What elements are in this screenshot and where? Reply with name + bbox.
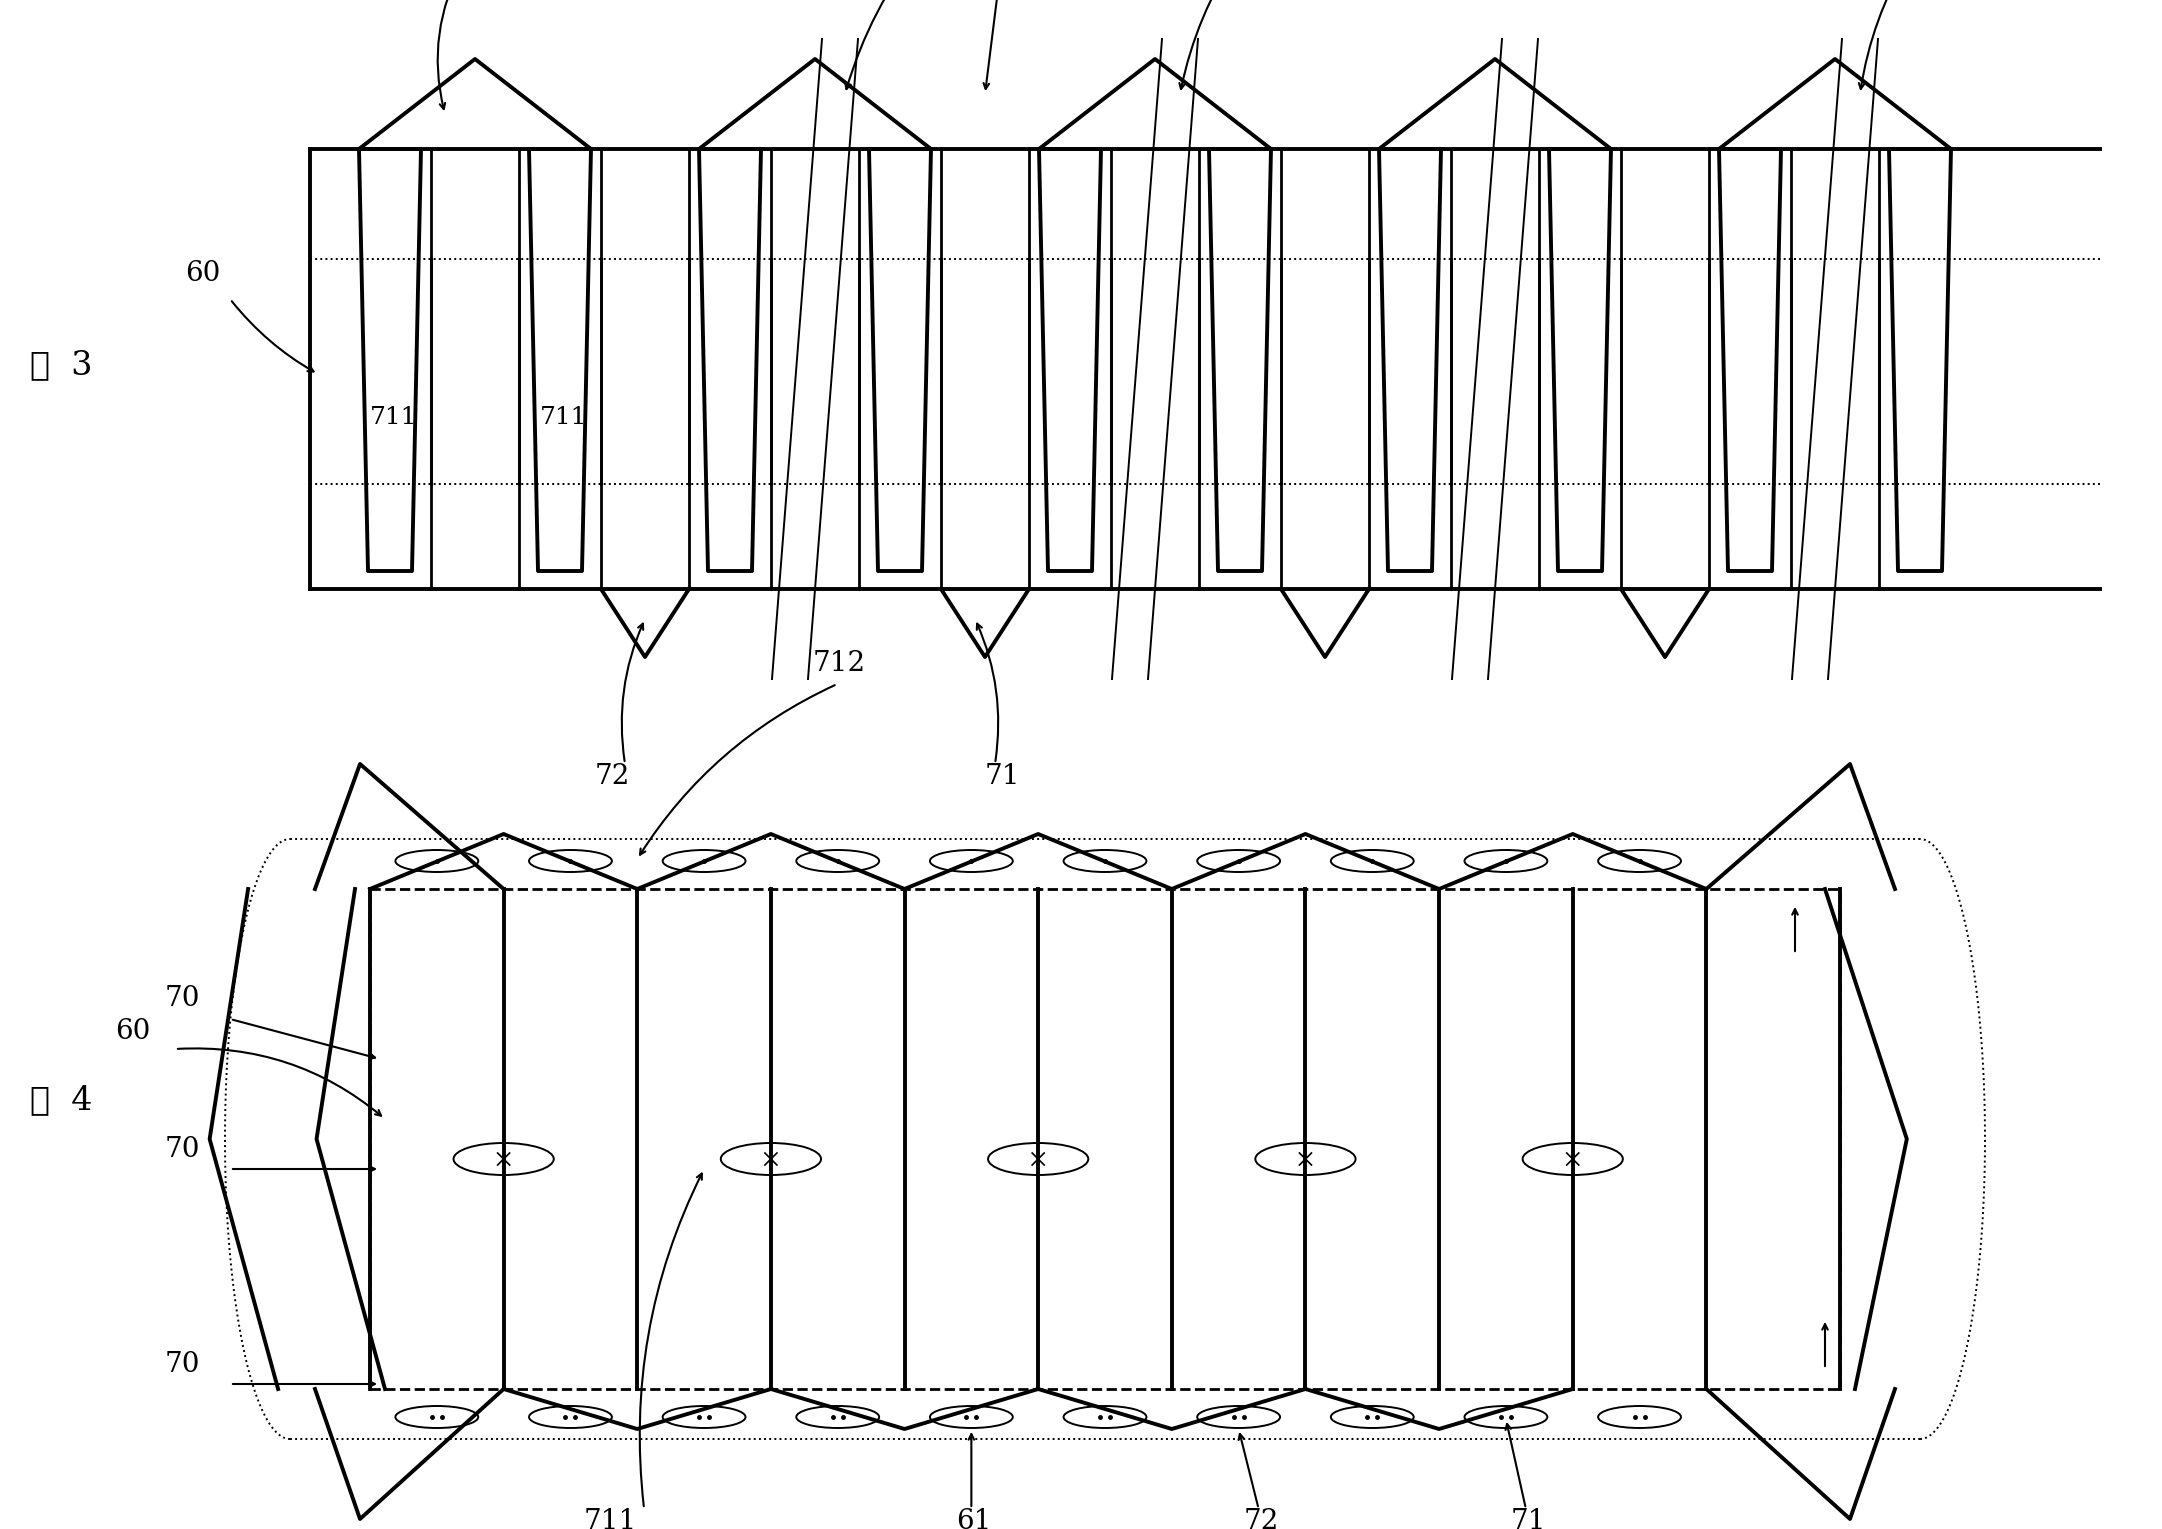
- Ellipse shape: [1198, 850, 1280, 872]
- Ellipse shape: [1522, 1144, 1624, 1174]
- Ellipse shape: [396, 1407, 478, 1428]
- Ellipse shape: [796, 850, 880, 872]
- Ellipse shape: [930, 850, 1012, 872]
- Text: 71: 71: [1511, 1508, 1546, 1529]
- Text: 61: 61: [956, 1508, 992, 1529]
- Text: 70: 70: [164, 1136, 201, 1164]
- Ellipse shape: [664, 850, 746, 872]
- Ellipse shape: [1332, 850, 1414, 872]
- Text: 图  4: 图 4: [30, 1084, 93, 1116]
- Ellipse shape: [1598, 1407, 1682, 1428]
- Ellipse shape: [720, 1144, 822, 1174]
- Ellipse shape: [530, 1407, 612, 1428]
- Text: 72: 72: [1243, 1508, 1280, 1529]
- Ellipse shape: [988, 1144, 1087, 1174]
- Text: 711: 711: [584, 1508, 638, 1529]
- Ellipse shape: [1464, 1407, 1548, 1428]
- Ellipse shape: [664, 1407, 746, 1428]
- Ellipse shape: [1256, 1144, 1356, 1174]
- Ellipse shape: [1198, 1407, 1280, 1428]
- Ellipse shape: [1064, 850, 1146, 872]
- Ellipse shape: [1598, 850, 1682, 872]
- Text: 70: 70: [164, 1352, 201, 1378]
- Text: 712: 712: [813, 650, 865, 677]
- Ellipse shape: [1332, 1407, 1414, 1428]
- Ellipse shape: [1464, 850, 1548, 872]
- Ellipse shape: [396, 850, 478, 872]
- Text: 70: 70: [164, 985, 201, 1012]
- Text: 72: 72: [595, 763, 631, 790]
- Ellipse shape: [454, 1144, 553, 1174]
- Ellipse shape: [1064, 1407, 1146, 1428]
- Text: 711: 711: [370, 407, 417, 430]
- Ellipse shape: [930, 1407, 1012, 1428]
- Text: 711: 711: [540, 407, 588, 430]
- Ellipse shape: [530, 850, 612, 872]
- Text: 60: 60: [115, 1018, 151, 1044]
- Ellipse shape: [796, 1407, 880, 1428]
- Text: 60: 60: [186, 260, 221, 287]
- Text: 71: 71: [986, 763, 1020, 790]
- Text: 图  3: 图 3: [30, 349, 93, 381]
